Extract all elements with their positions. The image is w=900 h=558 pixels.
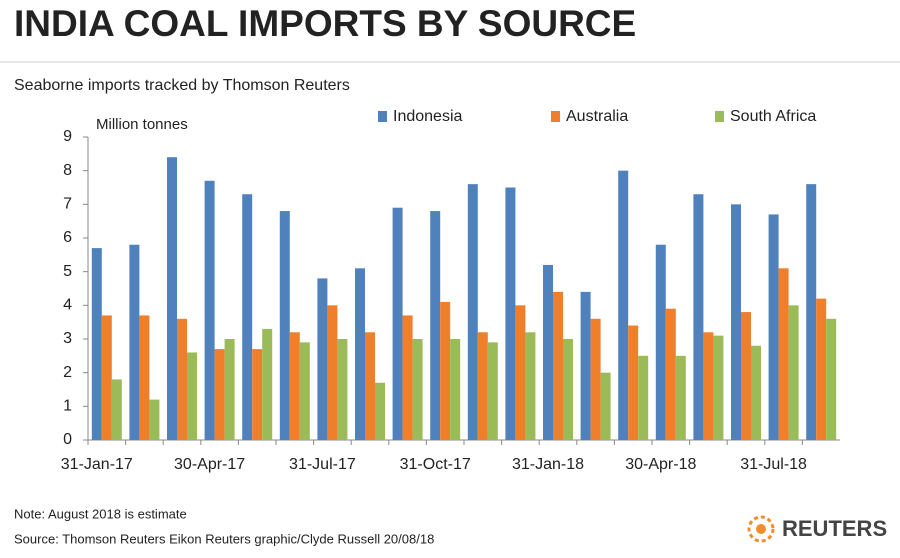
legend-label: Indonesia — [393, 108, 462, 125]
bar — [778, 268, 789, 440]
bar — [713, 335, 724, 440]
bar — [412, 339, 423, 440]
bar — [402, 315, 413, 440]
bar — [262, 328, 273, 440]
bar — [816, 298, 827, 440]
legend-swatch — [378, 111, 387, 122]
bar — [327, 305, 338, 440]
bar — [91, 248, 102, 440]
legend-swatch — [715, 111, 724, 122]
bar — [655, 244, 666, 440]
y-tick-label: 5 — [63, 263, 72, 280]
y-tick-label: 1 — [63, 398, 72, 415]
legend-swatch — [551, 111, 560, 122]
y-tick-label: 9 — [63, 128, 72, 145]
bar — [600, 372, 611, 440]
x-tick-label: 31-Jul-18 — [740, 456, 807, 473]
chart-title: INDIA COAL IMPORTS BY SOURCE — [14, 3, 636, 44]
bar — [139, 315, 150, 440]
bar — [187, 352, 197, 440]
bar — [167, 157, 177, 440]
legend-label: Australia — [566, 108, 628, 125]
logo-icon — [747, 515, 775, 543]
bar — [317, 278, 328, 440]
y-tick-label: 7 — [63, 196, 72, 213]
x-tick-label: 31-Jan-17 — [61, 456, 133, 473]
x-tick-label: 31-Jul-17 — [289, 456, 356, 473]
y-tick-label: 8 — [63, 162, 72, 179]
bar — [467, 184, 478, 440]
bar — [515, 305, 526, 440]
bar — [505, 187, 516, 440]
bar — [242, 194, 253, 440]
bar — [580, 291, 591, 440]
bar — [675, 355, 686, 440]
bar — [355, 268, 365, 440]
bar — [788, 305, 799, 440]
bar — [375, 382, 385, 440]
bar — [111, 379, 122, 440]
bar — [563, 339, 573, 440]
bar — [279, 211, 290, 440]
bar — [392, 207, 403, 440]
x-tick-label: 31-Oct-17 — [400, 456, 471, 473]
brand: REUTERS — [782, 516, 887, 541]
bar — [553, 291, 563, 440]
bar — [703, 332, 714, 440]
bar — [252, 349, 263, 440]
y-tick-label: 0 — [63, 431, 72, 448]
bar — [149, 399, 160, 440]
bar — [177, 318, 187, 440]
y-tick-label: 4 — [63, 297, 72, 314]
y-tick-label: 6 — [63, 229, 72, 246]
bar — [337, 339, 348, 440]
y-axis-label: Million tonnes — [96, 116, 188, 133]
bar — [768, 214, 779, 440]
y-tick-label: 2 — [63, 364, 72, 381]
bar — [214, 349, 225, 440]
bar — [806, 184, 817, 440]
bar — [731, 204, 741, 440]
x-tick-label: 31-Jan-18 — [512, 456, 584, 473]
bar — [440, 301, 451, 440]
note: Note: August 2018 is estimate — [14, 506, 187, 521]
bar — [365, 332, 375, 440]
bar — [224, 339, 235, 440]
bar — [543, 264, 553, 440]
bar — [590, 318, 601, 440]
bar — [450, 339, 461, 440]
bar — [477, 332, 488, 440]
bar — [826, 318, 837, 440]
bar — [751, 345, 761, 440]
bar — [525, 332, 536, 440]
bar — [638, 355, 649, 440]
bar — [289, 332, 300, 440]
subtitle: Seaborne imports tracked by Thomson Reut… — [14, 77, 350, 94]
x-tick-label: 30-Apr-18 — [625, 456, 696, 473]
bar — [129, 244, 140, 440]
bar — [430, 211, 441, 440]
bar — [299, 342, 310, 440]
source: Source: Thomson Reuters Eikon Reuters gr… — [14, 531, 434, 546]
bar — [628, 325, 639, 440]
legend-label: South Africa — [730, 108, 816, 125]
bar — [618, 170, 629, 440]
bar — [204, 180, 215, 440]
bar — [101, 315, 112, 440]
bar — [741, 312, 751, 440]
x-tick-label: 30-Apr-17 — [174, 456, 245, 473]
bar — [665, 308, 676, 440]
bar — [693, 194, 704, 440]
y-tick-label: 3 — [63, 330, 72, 347]
bar — [487, 342, 498, 440]
